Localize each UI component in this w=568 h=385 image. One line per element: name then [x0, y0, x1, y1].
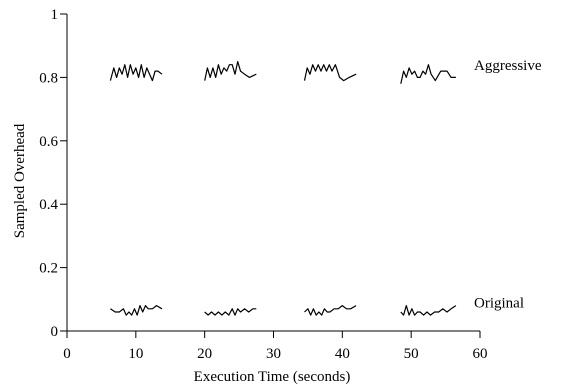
y-tick-label: 1 — [51, 7, 59, 23]
x-axis-title: Execution Time (seconds) — [194, 369, 351, 385]
series-label-aggressive: Aggressive — [474, 58, 542, 74]
y-axis-title: Sampled Overhead — [12, 123, 28, 238]
series-line-original — [304, 305, 357, 316]
x-tick-label: 50 — [404, 346, 419, 362]
series-line-aggressive — [204, 60, 257, 81]
x-tick-label: 20 — [197, 346, 212, 362]
series-line-aggressive — [109, 64, 163, 82]
y-tick-label: 0.6 — [39, 134, 58, 150]
series-line-original — [110, 305, 163, 316]
series-line-original — [204, 308, 257, 316]
series-line-aggressive — [400, 64, 456, 84]
series-group: Aggressive Original — [109, 58, 542, 316]
x-tick-label: 10 — [128, 346, 143, 362]
y-tick-label: 0.2 — [39, 261, 58, 277]
series-line-original — [400, 305, 457, 316]
y-tick-label: 0 — [51, 324, 59, 340]
x-tick-label: 0 — [63, 346, 71, 362]
x-tick-label: 30 — [266, 346, 281, 362]
series-line-aggressive — [303, 64, 357, 82]
y-tick-label: 0.4 — [39, 197, 58, 213]
x-tick-label: 40 — [335, 346, 350, 362]
y-tick-label: 0.8 — [39, 70, 58, 86]
x-tick-label: 60 — [473, 346, 488, 362]
series-label-original: Original — [474, 296, 524, 312]
axes: 00.20.40.60.810 10 20 30 40 50 60 — [39, 7, 487, 362]
